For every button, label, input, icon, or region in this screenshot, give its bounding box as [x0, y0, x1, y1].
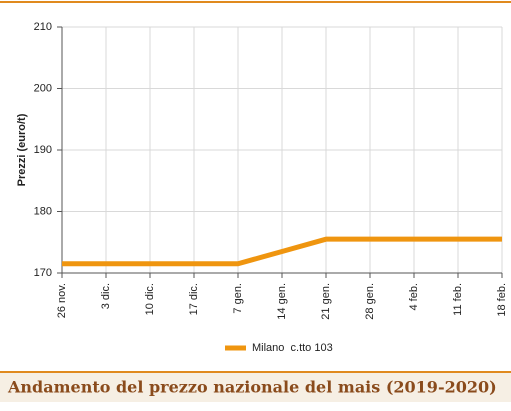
chart-title: Andamento del prezzo nazionale del mais … [7, 378, 497, 397]
y-tick-label: 190 [34, 144, 52, 156]
series-line [62, 236, 502, 267]
y-tick-label: 180 [34, 205, 52, 217]
x-tick-label: 7 gen. [232, 283, 244, 314]
x-tick-label: 18 feb. [496, 283, 508, 317]
y-tick-label: 200 [34, 82, 52, 94]
y-axis-label: Prezzi (euro/t) [16, 113, 28, 186]
x-tick-label: 4 feb. [408, 283, 420, 311]
x-tick-label: 10 dic. [144, 283, 156, 315]
y-tick-label: 210 [34, 21, 52, 33]
y-tick-label: 170 [34, 267, 52, 279]
title-band [0, 372, 511, 402]
x-tick-label: 11 feb. [452, 283, 464, 316]
x-tick-label: 17 dic. [188, 283, 200, 315]
x-tick-label: 26 nov. [56, 283, 68, 318]
x-tick-label: 14 gen. [276, 283, 288, 320]
x-tick-label: 21 gen. [320, 283, 332, 320]
x-tick-label: 28 gen. [364, 283, 376, 320]
x-tick-label: 3 dic. [100, 283, 112, 309]
legend-label: Milano c.tto 103 [252, 342, 333, 354]
